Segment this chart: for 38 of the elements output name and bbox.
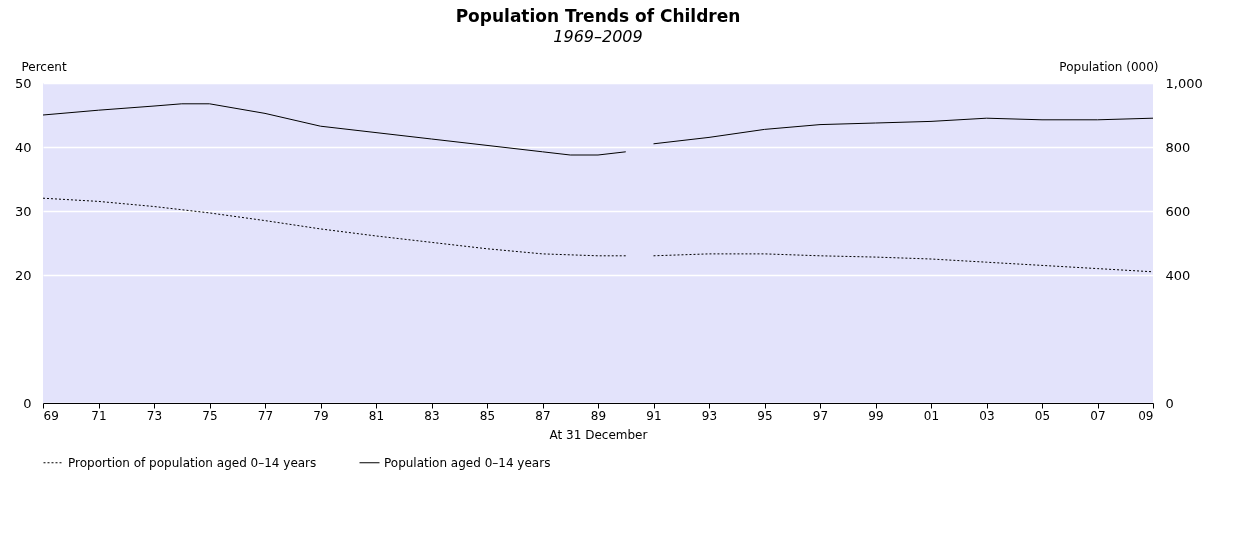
- x-tick-label: 87: [535, 408, 551, 423]
- y-tick-label: 20: [14, 267, 32, 283]
- x-tick-label: 99: [868, 408, 884, 423]
- x-tick-label: 71: [91, 408, 107, 423]
- x-tick-label: 03: [979, 408, 995, 423]
- x-tick-label: 89: [590, 408, 607, 423]
- y-tick-label: 50: [14, 75, 32, 91]
- x-tick-label: 79: [313, 408, 329, 423]
- chart-subtitle: 1969–2009: [553, 27, 643, 46]
- chart-title: Population Trends of Children: [455, 6, 741, 26]
- y2-tick-label: 1,000: [1165, 75, 1203, 91]
- x-tick-label: 93: [701, 408, 718, 423]
- y-tick-label: 30: [14, 203, 32, 219]
- x-tick-label: 81: [368, 408, 385, 423]
- x-tick-label: 97: [812, 408, 829, 423]
- x-tick-label: 73: [146, 408, 163, 423]
- x-tick-label: 69: [43, 408, 59, 423]
- x-tick-label: 01: [923, 408, 940, 423]
- x-tick-label: 05: [1034, 408, 1051, 423]
- x-tick-label: 07: [1090, 408, 1106, 423]
- y2-axis-title: Population (000): [1059, 59, 1159, 74]
- y2-tick-label: 0: [1165, 395, 1174, 411]
- y-axis-title: Percent: [21, 59, 67, 74]
- y-tick-label: 0: [23, 395, 32, 411]
- x-axis-title: At 31 December: [549, 427, 648, 442]
- legend-label: Population aged 0–14 years: [384, 455, 551, 470]
- legend-label: Proportion of population aged 0–14 years: [68, 455, 317, 470]
- y2-tick-label: 800: [1165, 139, 1191, 155]
- x-tick-label: 09: [1138, 408, 1154, 423]
- x-tick-label: 91: [646, 408, 662, 423]
- x-tick-label: 95: [757, 408, 773, 423]
- x-tick-label: 75: [202, 408, 218, 423]
- x-tick-label: 77: [257, 408, 274, 423]
- x-tick-label: 83: [424, 408, 440, 423]
- x-tick-label: 85: [479, 408, 496, 423]
- y2-tick-label: 600: [1165, 203, 1191, 219]
- y2-tick-label: 400: [1165, 267, 1191, 283]
- y-tick-label: 40: [14, 139, 32, 155]
